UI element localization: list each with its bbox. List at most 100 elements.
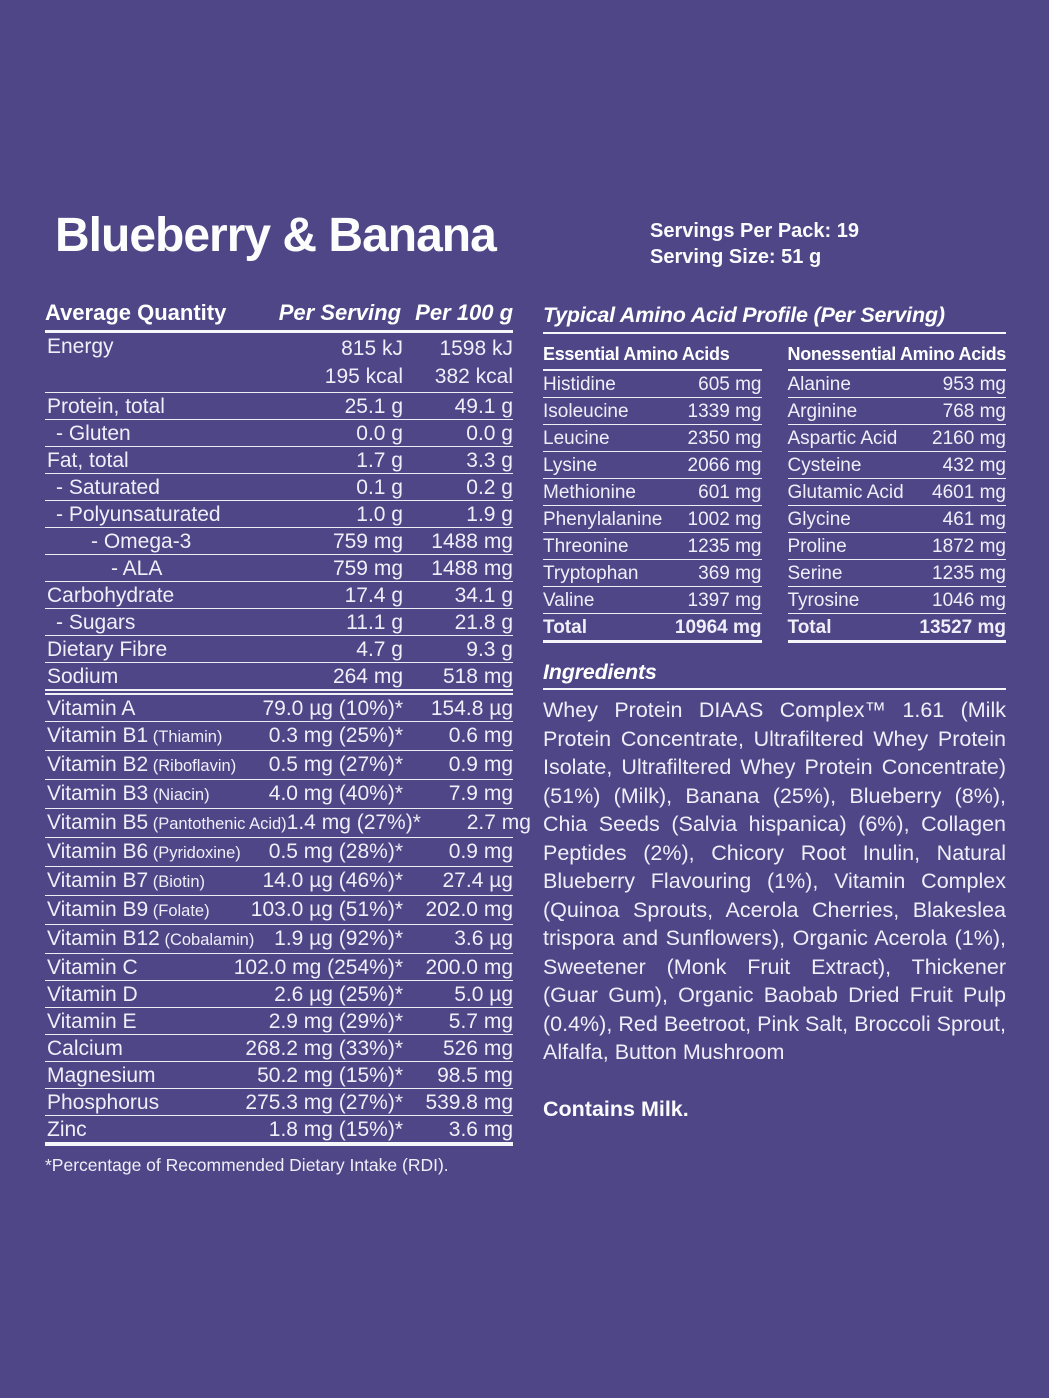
per-100g-value: 0.6 mg xyxy=(448,724,513,747)
per-100g-value: 27.4 µg xyxy=(442,869,514,892)
nutrient-label: Phosphorus xyxy=(47,1091,160,1114)
amino-value: 1002 mg xyxy=(687,509,762,530)
amino-value: 4601 mg xyxy=(932,482,1006,503)
nutrition-row: - Gluten 0.0 g 0.0 g xyxy=(45,420,513,447)
nutrient-label: Vitamin E xyxy=(47,1010,137,1033)
per-serving-value: 102.0 mg (254%)* xyxy=(233,956,403,979)
per-serving-value: 268.2 mg (33%)* xyxy=(245,1037,403,1060)
per-serving-value: 1.9 µg (92%)* xyxy=(274,927,403,950)
amino-name: Glutamic Acid xyxy=(787,482,904,503)
per-serving-value: 50.2 mg (15%)* xyxy=(257,1064,403,1087)
ingredients-section: Ingredients Whey Protein DIAAS Complex™ … xyxy=(543,660,1006,1122)
per-100g-value: 1.9 g xyxy=(466,503,513,526)
product-title: Blueberry & Banana xyxy=(55,209,497,262)
amino-name: Proline xyxy=(787,536,847,557)
per-serving-value: 275.3 mg (27%)* xyxy=(245,1091,403,1114)
per-100g-value: 539.8 mg xyxy=(425,1091,513,1114)
amino-value: 768 mg xyxy=(942,401,1006,422)
per-serving-value: 0.3 mg (25%)* xyxy=(268,724,403,747)
per-100g-value: 0.0 g xyxy=(466,422,513,445)
amino-row: Cysteine 432 mg xyxy=(787,452,1006,479)
amino-row: Proline 1872 mg xyxy=(787,533,1006,560)
per-serving-value: 0.5 mg (27%)* xyxy=(268,753,403,776)
nutrition-row: - Sugars 11.1 g 21.8 g xyxy=(45,609,513,636)
nutrition-row: - Polyunsaturated 1.0 g 1.9 g xyxy=(45,501,513,528)
per-100g-value: 5.7 mg xyxy=(448,1010,513,1033)
nutrition-row: Vitamin B3 (Niacin) 4.0 mg (40%)* 7.9 mg xyxy=(45,780,513,809)
amino-name: Tryptophan xyxy=(543,563,639,584)
per-100g-value: 5.0 µg xyxy=(454,983,513,1006)
per-100g-value: 0.9 mg xyxy=(448,753,513,776)
nutrient-label: Vitamin B12 (Cobalamin) xyxy=(47,927,255,950)
nutrient-note: (Niacin) xyxy=(148,786,210,804)
column-header-per-serving: Per Serving xyxy=(278,300,402,325)
nutrient-note: (Cobalamin) xyxy=(159,931,255,949)
nutrition-row: Protein, total 25.1 g 49.1 g xyxy=(45,393,513,420)
nutrition-row-energy: Energy 815 kJ 1598 kJ 195 kcal 382 kcal xyxy=(45,333,513,393)
nutrient-label: Carbohydrate xyxy=(47,584,175,607)
per-100g-value: 21.8 g xyxy=(454,611,513,634)
amino-total-value: 13527 mg xyxy=(919,617,1006,638)
amino-name: Lysine xyxy=(543,455,598,476)
per-serving-value: 103.0 µg (51%)* xyxy=(250,898,403,921)
nutrient-label: Vitamin A xyxy=(47,697,136,720)
nutrient-label: Vitamin B6 (Pyridoxine) xyxy=(47,840,241,863)
nutrient-label: Vitamin B7 (Biotin) xyxy=(47,869,206,892)
per-100g-value: 518 mg xyxy=(442,665,513,688)
nutrient-label: Energy xyxy=(47,335,114,358)
per-serving-value: 1.8 mg (15%)* xyxy=(268,1118,403,1141)
nutrient-note: (Thiamin) xyxy=(148,728,223,746)
amino-columns: Essential Amino Acids Histidine 605 mg Iso… xyxy=(543,343,1006,643)
per-100g-value: 382 kcal xyxy=(434,365,513,388)
per-serving-value: 79.0 µg (10%)* xyxy=(262,697,403,720)
amino-name: Serine xyxy=(787,563,843,584)
amino-name: Glycine xyxy=(787,509,851,530)
amino-total-value: 10964 mg xyxy=(674,617,762,638)
per-serving-value: 17.4 g xyxy=(344,584,403,607)
amino-name: Threonine xyxy=(543,536,629,557)
nutrition-row: Vitamin B9 (Folate) 103.0 µg (51%)* 202.0 … xyxy=(45,896,513,925)
nonessential-amino-rows: Alanine 953 mg Arginine 768 mg Aspartic Acid… xyxy=(787,371,1006,643)
nutrition-row: Dietary Fibre 4.7 g 9.3 g xyxy=(45,636,513,663)
amino-value: 1235 mg xyxy=(687,536,762,557)
per-100g-value: 202.0 mg xyxy=(425,898,513,921)
allergen-statement: Contains Milk. xyxy=(543,1096,689,1121)
nutrient-label: - ALA xyxy=(111,557,163,580)
per-serving-value: 11.1 g xyxy=(346,611,403,634)
serving-size: Serving Size: 51 g xyxy=(650,246,822,268)
column-header-per-100g: Per 100 g xyxy=(415,300,514,325)
nutrient-label: Zinc xyxy=(47,1118,87,1141)
amino-value: 369 mg xyxy=(698,563,762,584)
nutrient-label: Sodium xyxy=(47,665,119,688)
amino-name: Tyrosine xyxy=(787,590,860,611)
amino-name: Aspartic Acid xyxy=(787,428,898,449)
per-100g-value: 0.9 mg xyxy=(448,840,513,863)
per-100g-value: 1488 mg xyxy=(431,557,513,580)
nutrient-label: - Sugars xyxy=(56,611,136,634)
nutrition-rows: Protein, total 25.1 g 49.1 g - Gluten 0.0 g 0… xyxy=(45,393,531,1146)
per-serving-value: 1.7 g xyxy=(356,449,403,472)
per-serving-value: 195 kcal xyxy=(324,365,403,388)
amino-name: Methionine xyxy=(543,482,636,503)
amino-row: Tryptophan 369 mg xyxy=(543,560,762,587)
nutrient-note: (Pyridoxine) xyxy=(148,844,241,862)
nutrition-row: - Omega-3 759 mg 1488 mg xyxy=(45,528,513,555)
ingredients-title: Ingredients xyxy=(543,660,1006,690)
nutrient-note: (Riboflavin) xyxy=(148,757,237,775)
nutrient-label: Vitamin B3 (Niacin) xyxy=(47,782,210,805)
amino-value: 601 mg xyxy=(698,482,762,503)
essential-amino-column: Essential Amino Acids Histidine 605 mg Iso… xyxy=(543,343,762,643)
amino-row: Isoleucine 1339 mg xyxy=(543,398,762,425)
nutrition-row: Vitamin B1 (Thiamin) 0.3 mg (25%)* 0.6 mg xyxy=(45,722,513,751)
amino-name: Valine xyxy=(543,590,595,611)
energy-kj-line: 815 kJ 1598 kJ xyxy=(114,335,513,363)
amino-total-row: Total 10964 mg xyxy=(543,614,762,643)
per-100g-value: 3.6 µg xyxy=(454,927,513,950)
amino-name: Cysteine xyxy=(787,455,862,476)
amino-row: Phenylalanine 1002 mg xyxy=(543,506,762,533)
amino-row: Glutamic Acid 4601 mg xyxy=(787,479,1006,506)
per-serving-value: 25.1 g xyxy=(344,395,403,418)
amino-value: 2350 mg xyxy=(687,428,762,449)
nutrition-row: Magnesium 50.2 mg (15%)* 98.5 mg xyxy=(45,1062,513,1089)
nutrition-row: Vitamin A 79.0 µg (10%)* 154.8 µg xyxy=(45,695,513,722)
